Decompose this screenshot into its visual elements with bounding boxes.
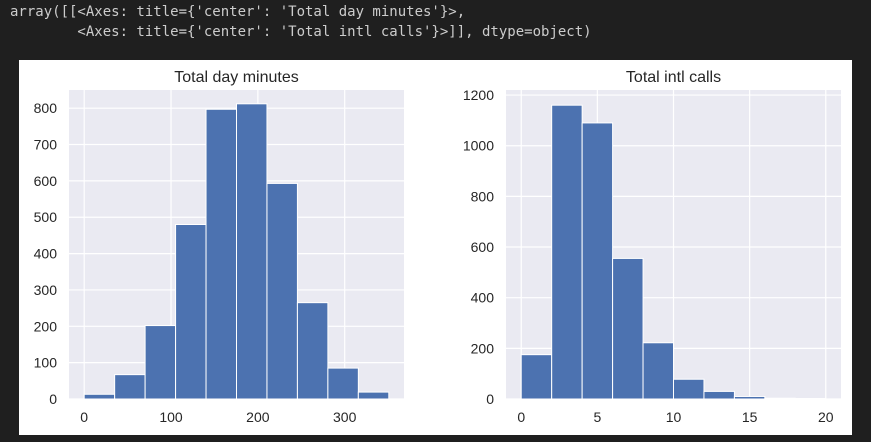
chart-title: Total day minutes (174, 69, 299, 86)
y-tick-label: 1200 (463, 87, 494, 103)
y-tick-label: 600 (471, 239, 495, 255)
y-tick-label: 700 (34, 137, 58, 153)
y-tick-label: 0 (49, 391, 57, 407)
histogram-bar (205, 108, 237, 400)
x-tick-label: 20 (818, 409, 834, 425)
x-tick-label: 15 (742, 409, 758, 425)
x-tick-label: 100 (159, 409, 183, 425)
y-tick-label: 600 (34, 173, 58, 189)
histogram-bar (327, 367, 359, 400)
x-tick-label: 200 (246, 409, 270, 425)
y-tick-label: 200 (34, 318, 58, 334)
y-tick-label: 400 (471, 290, 495, 306)
histogram-bar (642, 342, 675, 400)
x-tick-label: 5 (593, 409, 601, 425)
y-tick-label: 800 (34, 100, 58, 116)
histogram-bar (236, 103, 268, 400)
figure: 0 100 200 300 400 500 600 700 800 0 100 200 300 Total… (19, 60, 852, 435)
x-tick-label: 300 (333, 409, 357, 425)
histogram-bar (551, 104, 583, 400)
y-tick-label: 300 (34, 282, 58, 298)
histogram-bar (520, 354, 553, 400)
chart-title: Total intl calls (626, 69, 721, 86)
histogram-bar (357, 391, 390, 400)
y-tick-label: 800 (471, 188, 495, 204)
y-tick-label: 1000 (463, 138, 494, 154)
x-tick-label: 10 (666, 409, 682, 425)
y-tick-label: 500 (34, 209, 58, 225)
histogram-bar (673, 378, 705, 400)
histogram-bar (144, 325, 177, 400)
histogram-bar (581, 122, 614, 400)
histogram-bar (296, 302, 329, 400)
cell-output: array([[<Axes: title={'center': 'Total d… (10, 2, 592, 42)
histogram-bar (703, 390, 735, 400)
output-line-1: array([[<Axes: title={'center': 'Total d… (10, 4, 466, 20)
x-tick-label: 0 (80, 409, 88, 425)
y-tick-label: 100 (34, 355, 58, 371)
histogram-bar (794, 397, 827, 400)
histogram-bar (83, 393, 116, 400)
histogram-bar (175, 224, 207, 400)
y-tick-label: 0 (486, 391, 494, 407)
histogram-bar (764, 397, 796, 400)
x-tick-label: 0 (517, 409, 525, 425)
histogram-bar (114, 374, 146, 400)
histogram-bar (733, 395, 766, 400)
histogram-bar (266, 182, 298, 400)
chart-1: 0 100 200 300 400 500 600 700 800 0 100 200 300 Total… (34, 69, 404, 425)
y-tick-label: 200 (471, 340, 495, 356)
chart-2: 0 200 400 600 800 1000 1200 0 5 10 15 20 Total intl … (463, 69, 841, 425)
histogram-bar (612, 257, 644, 400)
y-tick-label: 400 (34, 246, 58, 262)
output-line-2: <Axes: title={'center': 'Total intl call… (10, 24, 592, 40)
